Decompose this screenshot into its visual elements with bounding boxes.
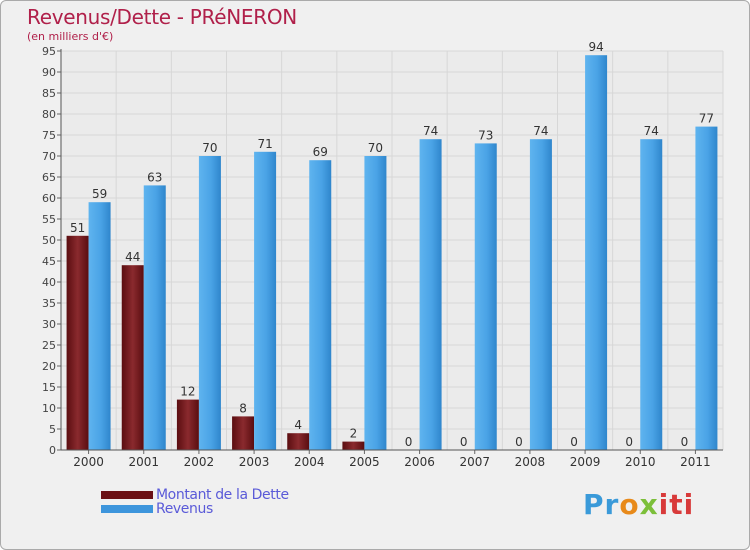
x-tick-label: 2011 xyxy=(680,455,711,469)
legend-swatch-debt xyxy=(101,491,153,499)
bar-revenue xyxy=(254,151,277,451)
bar-debt xyxy=(287,433,310,450)
data-label-debt: 0 xyxy=(570,435,578,449)
bar-debt xyxy=(66,235,89,450)
bars-layer xyxy=(66,55,718,451)
x-tick-label: 2000 xyxy=(73,455,104,469)
y-tick-label: 70 xyxy=(42,150,56,163)
y-tick-label: 25 xyxy=(42,339,56,352)
data-label-revenue: 77 xyxy=(699,112,714,126)
data-label-debt: 0 xyxy=(625,435,633,449)
bar-revenue xyxy=(695,126,718,450)
bar-debt xyxy=(342,441,365,450)
logo-part-1: Pr xyxy=(583,488,620,521)
x-tick-label: 2004 xyxy=(294,455,325,469)
logo-part-2: o xyxy=(619,488,640,521)
y-tick-label: 0 xyxy=(49,444,56,457)
data-label-revenue: 70 xyxy=(368,141,383,155)
data-label-revenue: 74 xyxy=(533,124,548,138)
bar-revenue xyxy=(143,185,166,450)
axis-layer: 0510152025303540455055606570758085909520… xyxy=(42,45,723,469)
y-tick-label: 20 xyxy=(42,360,56,373)
bar-revenue xyxy=(198,156,221,450)
data-label-debt: 2 xyxy=(350,427,358,441)
labels-layer: 51 59 44 63 12 70 8 71 4 69 2 70 0 74 0 73 0 74 0 94 0 74 0 77 xyxy=(70,40,714,449)
y-tick-label: 15 xyxy=(42,381,56,394)
x-tick-label: 2005 xyxy=(349,455,380,469)
bar-revenue xyxy=(364,156,387,450)
bar-debt xyxy=(232,416,255,450)
y-tick-label: 95 xyxy=(42,45,56,58)
bar-revenue xyxy=(585,55,608,450)
y-tick-label: 45 xyxy=(42,255,56,268)
x-tick-label: 2006 xyxy=(404,455,435,469)
legend-label-revenue: Revenus xyxy=(156,501,213,517)
grid-layer xyxy=(60,50,724,451)
bar-revenue xyxy=(419,139,442,450)
y-tick-label: 65 xyxy=(42,171,56,184)
data-label-debt: 12 xyxy=(180,385,195,399)
data-label-debt: 0 xyxy=(681,435,689,449)
data-label-debt: 0 xyxy=(460,435,468,449)
y-tick-label: 10 xyxy=(42,402,56,415)
logo-part-3: x xyxy=(639,488,659,521)
x-tick-label: 2009 xyxy=(570,455,601,469)
x-tick-label: 2002 xyxy=(184,455,215,469)
data-label-revenue: 70 xyxy=(202,141,217,155)
y-tick-label: 90 xyxy=(42,66,56,79)
legend-label-debt: Montant de la Dette xyxy=(156,487,289,503)
chart-title: Revenus/Dette - PRéNERON xyxy=(27,5,297,29)
legend-item-revenue: Revenus xyxy=(101,501,213,517)
data-label-revenue: 63 xyxy=(147,170,162,184)
y-tick-label: 60 xyxy=(42,192,56,205)
data-label-debt: 4 xyxy=(294,418,302,432)
y-tick-label: 40 xyxy=(42,276,56,289)
data-label-revenue: 59 xyxy=(92,187,107,201)
data-label-revenue: 69 xyxy=(313,145,328,159)
x-tick-label: 2010 xyxy=(625,455,656,469)
y-tick-label: 35 xyxy=(42,297,56,310)
x-tick-label: 2003 xyxy=(239,455,270,469)
y-tick-label: 80 xyxy=(42,108,56,121)
legend-item-debt: Montant de la Dette xyxy=(101,487,289,503)
y-tick-label: 5 xyxy=(49,423,56,436)
logo-part-4: iti xyxy=(658,488,695,521)
data-label-revenue: 74 xyxy=(423,124,438,138)
y-tick-label: 75 xyxy=(42,129,56,142)
y-tick-label: 50 xyxy=(42,234,56,247)
bar-revenue xyxy=(88,202,111,450)
legend-swatch-revenue xyxy=(101,505,153,513)
data-label-revenue: 74 xyxy=(644,124,659,138)
data-label-debt: 8 xyxy=(239,401,247,415)
data-label-debt: 0 xyxy=(515,435,523,449)
y-tick-label: 85 xyxy=(42,87,56,100)
chart-subtitle: (en milliers d'€) xyxy=(27,30,114,43)
bar-revenue xyxy=(529,139,552,450)
bar-revenue xyxy=(309,160,332,450)
data-label-revenue: 73 xyxy=(478,128,493,142)
x-tick-label: 2008 xyxy=(515,455,546,469)
x-tick-label: 2007 xyxy=(459,455,490,469)
bar-debt xyxy=(176,399,199,450)
data-label-revenue: 94 xyxy=(588,40,603,54)
data-label-debt: 51 xyxy=(70,221,85,235)
bar-debt xyxy=(121,265,144,450)
data-label-revenue: 71 xyxy=(257,137,272,151)
x-tick-label: 2001 xyxy=(128,455,159,469)
y-tick-label: 55 xyxy=(42,213,56,226)
y-tick-label: 30 xyxy=(42,318,56,331)
data-label-debt: 0 xyxy=(405,435,413,449)
data-label-debt: 44 xyxy=(125,250,140,264)
proxiti-logo: Proxiti xyxy=(583,488,694,521)
bar-revenue xyxy=(640,139,663,450)
bar-revenue xyxy=(474,143,497,450)
